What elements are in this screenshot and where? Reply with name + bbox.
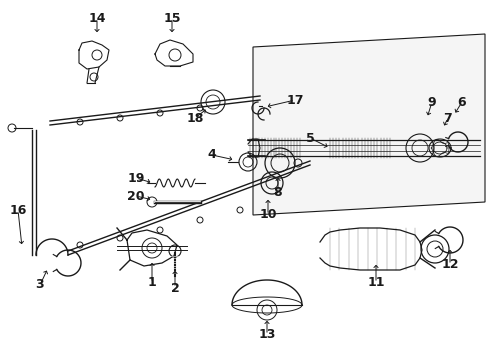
Text: 15: 15 [163,12,181,24]
Text: 5: 5 [305,131,314,144]
Text: 18: 18 [186,112,203,125]
Text: 3: 3 [36,279,44,292]
Text: 14: 14 [88,12,105,24]
Text: 16: 16 [9,203,27,216]
Text: 19: 19 [127,171,144,184]
Text: 9: 9 [427,95,435,108]
Text: 1: 1 [147,276,156,289]
Text: 10: 10 [259,208,276,221]
Text: 4: 4 [207,148,216,162]
Text: 11: 11 [366,276,384,289]
Text: 12: 12 [440,258,458,271]
Text: 20: 20 [127,189,144,202]
Text: 2: 2 [170,282,179,294]
Text: 8: 8 [273,185,282,198]
Text: 17: 17 [285,94,303,107]
Polygon shape [252,34,484,215]
Text: 7: 7 [443,112,451,125]
Text: 13: 13 [258,328,275,342]
Text: 6: 6 [457,95,466,108]
